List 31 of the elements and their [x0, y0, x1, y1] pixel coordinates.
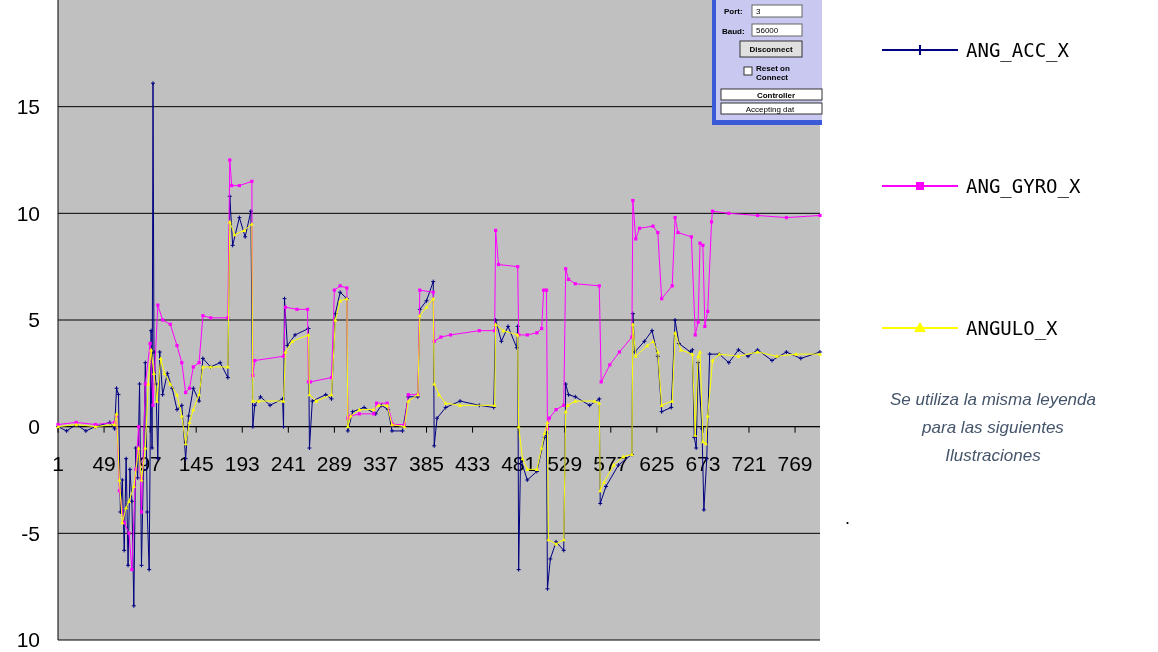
text: . [845, 508, 851, 528]
y-tick-label: 15 [16, 95, 40, 119]
x-tick-label: 193 [224, 451, 260, 475]
annotation: Baud: [722, 27, 745, 36]
x-tick-label: 721 [731, 451, 767, 475]
x-tick-label: 337 [362, 451, 398, 475]
y-tick-label: 5 [28, 308, 40, 332]
y-tick-label: -5 [21, 521, 40, 545]
annotation: 3 [756, 7, 761, 16]
x-tick-label: 1 [52, 451, 64, 475]
y-tick-label: 10 [16, 201, 40, 225]
annotation: Port: [724, 7, 743, 16]
x-tick-label: 385 [409, 451, 445, 475]
legend-label: ANG_ACC_X [966, 38, 1070, 62]
y-tick-label: 10 [16, 628, 40, 652]
annotation: 56000 [756, 26, 779, 35]
x-tick-label: 433 [455, 451, 491, 475]
x-tick-label: 241 [270, 451, 306, 475]
x-tick-label: 625 [639, 451, 675, 475]
x-tick-label: 769 [777, 451, 813, 475]
annotation: Accepting dat [745, 105, 796, 114]
y-tick-label: 0 [28, 415, 40, 439]
annotation: Disconnect [749, 45, 793, 54]
text: Se utiliza la misma leyenda para las siguientes Ilustraciones [890, 390, 1096, 465]
x-tick-label: 289 [316, 451, 352, 475]
x-tick-label: 49 [92, 451, 116, 475]
x-tick-label: 145 [178, 451, 214, 475]
legend-label: ANG_GYRO_X [966, 174, 1081, 198]
annotation: Controller [756, 91, 796, 100]
legend-label: ANGULO_X [966, 316, 1059, 340]
annotation: Reset on Connect [756, 64, 790, 82]
